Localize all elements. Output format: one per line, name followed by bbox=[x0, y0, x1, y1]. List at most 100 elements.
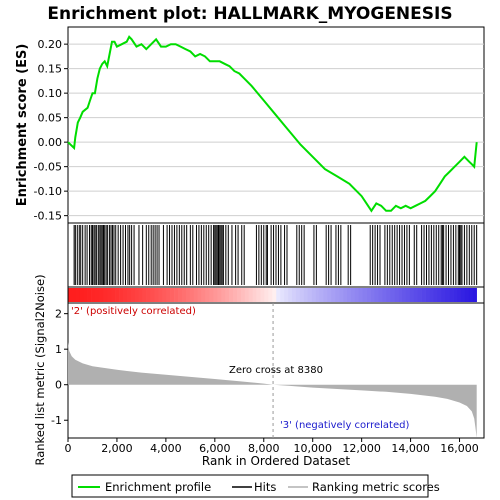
color-bar-segment bbox=[437, 288, 442, 302]
color-bar-segment bbox=[464, 288, 470, 302]
legend: Enrichment profile Hits Ranking metric s… bbox=[71, 474, 440, 498]
color-bar-segment bbox=[445, 288, 450, 302]
es-y-tick-label: 0.10 bbox=[38, 87, 63, 100]
color-bar-segment bbox=[472, 288, 477, 302]
color-bar-segment bbox=[429, 288, 434, 302]
color-bar-segment bbox=[343, 288, 348, 302]
color-bar-segment bbox=[248, 288, 253, 302]
es-y-tick-label: -0.10 bbox=[34, 185, 62, 198]
color-bar-segment bbox=[119, 288, 124, 302]
color-bar-segment bbox=[421, 288, 426, 302]
correlation-color-bar bbox=[68, 288, 477, 302]
color-bar-segment bbox=[158, 288, 163, 302]
color-bar-segment bbox=[323, 288, 328, 302]
color-bar-segment bbox=[295, 288, 301, 302]
color-bar-segment bbox=[99, 288, 104, 302]
color-bar-segment bbox=[405, 288, 411, 302]
color-bar-segment bbox=[256, 288, 261, 302]
color-bar-segment bbox=[201, 288, 206, 302]
color-bar-segment bbox=[107, 288, 112, 302]
color-bar-segment bbox=[319, 288, 324, 302]
color-bar-segment bbox=[370, 288, 375, 302]
color-bar-segment bbox=[189, 288, 195, 302]
color-bar-segment bbox=[457, 288, 462, 302]
color-bar-segment bbox=[213, 288, 218, 302]
color-bar-segment bbox=[68, 288, 73, 302]
color-bar-segment bbox=[75, 288, 81, 302]
color-bar-segment bbox=[236, 288, 242, 302]
color-bar-segment bbox=[409, 288, 415, 302]
color-bar-segment bbox=[91, 288, 96, 302]
x-tick-label: 6,000 bbox=[199, 442, 231, 455]
color-bar-segment bbox=[354, 288, 360, 302]
es-gridlines bbox=[68, 43, 484, 217]
color-bar-segment bbox=[103, 288, 108, 302]
legend-label-hits: Hits bbox=[254, 480, 276, 494]
enrichment-profile-line bbox=[67, 35, 478, 213]
positive-correlation-label: '2' (positively correlated) bbox=[71, 306, 196, 317]
x-axis-ticks: 0 2,000 4,000 6,000 8,000 10,000 12,000 14,000 1… bbox=[65, 438, 479, 455]
color-bar-segment bbox=[460, 288, 466, 302]
ranking-axis-label: Ranked list metric (Signal2Noise) bbox=[33, 274, 47, 465]
color-bar-segment bbox=[382, 288, 387, 302]
color-bar-segment bbox=[374, 288, 379, 302]
color-bar-segment bbox=[433, 288, 438, 302]
color-bar-segment bbox=[229, 288, 234, 302]
color-bar-segment bbox=[449, 288, 454, 302]
color-bar-segment bbox=[115, 288, 120, 302]
rank-y-tick-label: -1 bbox=[51, 414, 62, 427]
rank-y-tick-label: 0 bbox=[55, 379, 62, 392]
color-bar-segment bbox=[362, 288, 367, 302]
color-bar-segment bbox=[134, 288, 140, 302]
es-y-tick-label: 0.20 bbox=[38, 38, 63, 51]
color-bar-segment bbox=[260, 288, 265, 302]
legend-label-ranking: Ranking metric scores bbox=[312, 480, 440, 494]
color-bar-segment bbox=[350, 288, 356, 302]
color-bar-segment bbox=[217, 288, 222, 302]
color-bar-segment bbox=[264, 288, 269, 302]
color-bar-segment bbox=[284, 288, 289, 302]
es-y-ticks: -0.15 -0.10 -0.05 0.00 0.05 0.10 0.15 0.20 bbox=[34, 38, 68, 223]
color-bar-segment bbox=[209, 288, 214, 302]
ranking-panel-frame bbox=[67, 302, 485, 439]
es-y-tick-label: 0.15 bbox=[38, 63, 63, 76]
color-bar-segment bbox=[185, 288, 191, 302]
color-bar-segment bbox=[150, 288, 155, 302]
color-bar-segment bbox=[413, 288, 419, 302]
hit-markers bbox=[73, 225, 478, 285]
es-y-tick-label: 0.00 bbox=[38, 136, 63, 149]
x-tick-label: 10,000 bbox=[293, 442, 332, 455]
color-bar-segment bbox=[178, 288, 183, 302]
color-bar-segment bbox=[276, 288, 281, 302]
color-bar-segment bbox=[299, 288, 305, 302]
color-bar-segment bbox=[366, 288, 371, 302]
color-bar-segment bbox=[386, 288, 391, 302]
color-bar-segment bbox=[327, 288, 332, 302]
color-bar-segment bbox=[79, 288, 85, 302]
x-tick-label: 2,000 bbox=[101, 442, 133, 455]
color-bar-segment bbox=[170, 288, 175, 302]
negative-correlation-label: '3' (negatively correlated) bbox=[280, 420, 409, 431]
color-bar-segment bbox=[425, 288, 430, 302]
color-bar-segment bbox=[288, 288, 293, 302]
color-bar-segment bbox=[291, 288, 297, 302]
color-bar-segment bbox=[280, 288, 285, 302]
x-tick-label: 4,000 bbox=[150, 442, 182, 455]
color-bar-segment bbox=[378, 288, 383, 302]
color-bar-segment bbox=[394, 288, 399, 302]
es-axis-label: Enrichment score (ES) bbox=[15, 44, 30, 207]
color-bar-segment bbox=[272, 288, 277, 302]
zero-cross-label: Zero cross at 8380 bbox=[229, 365, 323, 376]
x-tick-label: 14,000 bbox=[391, 442, 430, 455]
color-bar-segment bbox=[71, 288, 77, 302]
color-bar-segment bbox=[197, 288, 202, 302]
color-bar-segment bbox=[339, 288, 344, 302]
color-bar-segment bbox=[402, 288, 407, 302]
x-tick-label: 0 bbox=[65, 442, 72, 455]
color-bar-segment bbox=[315, 288, 320, 302]
color-bar-segment bbox=[335, 288, 340, 302]
chart-title: Enrichment plot: HALLMARK_MYOGENESIS bbox=[47, 4, 452, 24]
x-tick-label: 8,000 bbox=[248, 442, 280, 455]
es-y-tick-label: -0.15 bbox=[34, 210, 62, 223]
